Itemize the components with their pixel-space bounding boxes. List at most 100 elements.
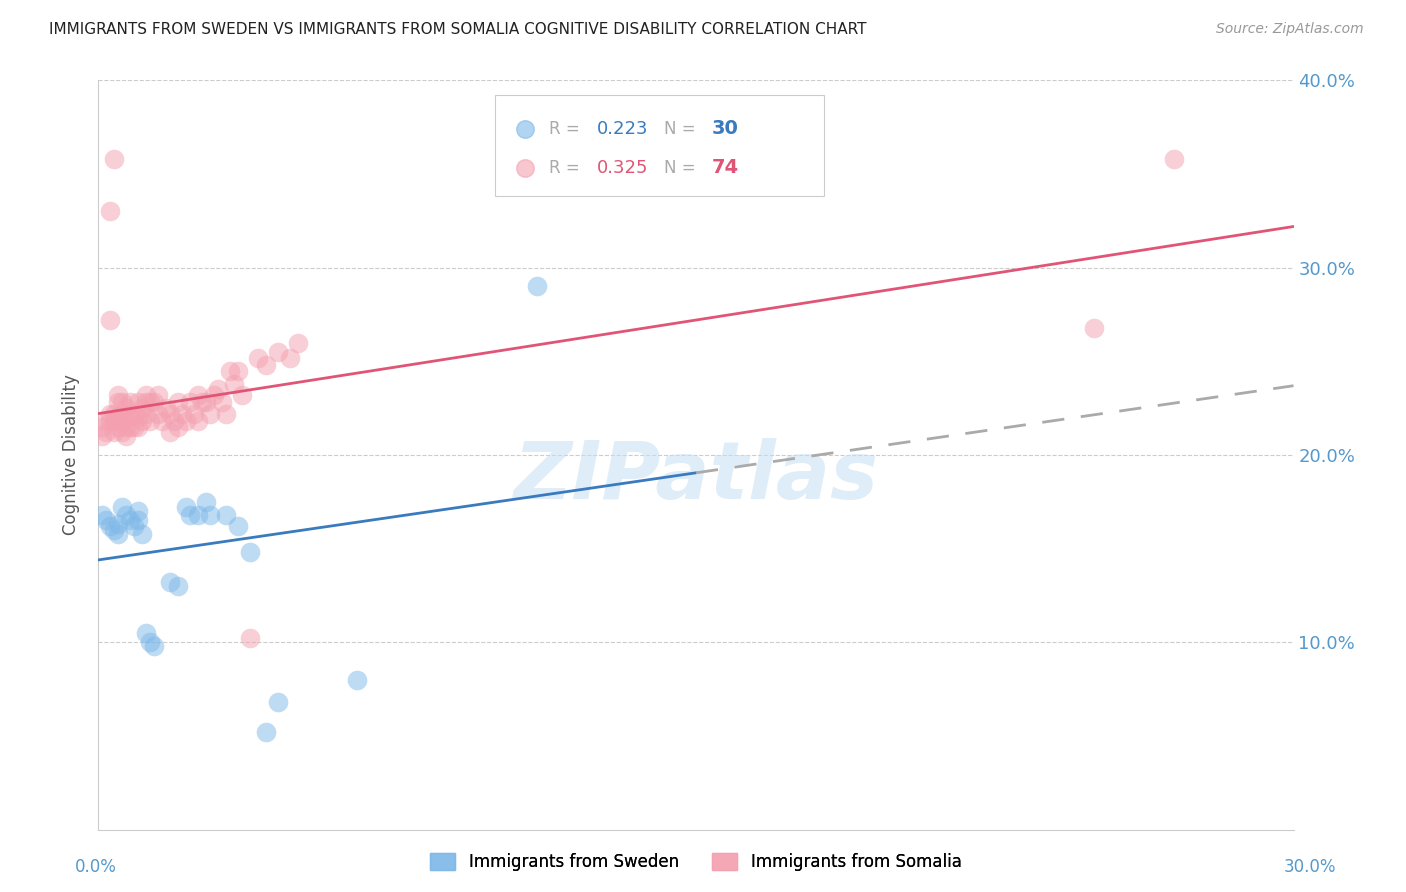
Point [107, 395, 129, 409]
Point [111, 500, 134, 515]
Point [174, 414, 197, 428]
Y-axis label: Cognitive Disability: Cognitive Disability [62, 375, 80, 535]
Point [131, 526, 153, 541]
Point [139, 395, 162, 409]
Point [159, 575, 181, 590]
Point [127, 504, 149, 518]
Text: N =: N = [664, 120, 700, 138]
Point [246, 351, 269, 365]
Point [143, 395, 166, 409]
Point [1163, 152, 1185, 166]
Point [115, 420, 138, 434]
Point [198, 407, 221, 421]
Point [167, 395, 190, 409]
Point [254, 725, 277, 739]
Point [91, 420, 114, 434]
Point [143, 639, 166, 653]
Point [96, 514, 118, 528]
Point [98, 519, 122, 533]
Point [103, 407, 125, 421]
Point [103, 425, 125, 440]
Point [187, 508, 209, 522]
Point [91, 429, 114, 443]
Legend: Immigrants from Sweden, Immigrants from Somalia: Immigrants from Sweden, Immigrants from … [423, 846, 969, 878]
Text: Source: ZipAtlas.com: Source: ZipAtlas.com [1216, 22, 1364, 37]
Text: 74: 74 [711, 159, 738, 178]
Point [135, 626, 157, 640]
Point [239, 545, 262, 559]
Text: IMMIGRANTS FROM SWEDEN VS IMMIGRANTS FROM SOMALIA COGNITIVE DISABILITY CORRELATI: IMMIGRANTS FROM SWEDEN VS IMMIGRANTS FRO… [49, 22, 866, 37]
Point [346, 673, 368, 687]
Point [215, 508, 238, 522]
Point [111, 425, 134, 440]
Point [131, 401, 153, 416]
Point [139, 414, 162, 428]
Point [267, 695, 290, 709]
Point [98, 204, 122, 219]
Point [98, 313, 122, 327]
Point [174, 500, 197, 515]
Point [179, 395, 201, 409]
Point [127, 395, 149, 409]
Point [96, 425, 118, 440]
Point [107, 517, 129, 532]
Point [111, 407, 134, 421]
Text: R =: R = [548, 120, 585, 138]
Point [163, 414, 186, 428]
FancyBboxPatch shape [495, 95, 824, 196]
Point [111, 414, 134, 428]
Point [124, 420, 146, 434]
Point [287, 335, 309, 350]
Text: ZIPatlas: ZIPatlas [513, 438, 879, 516]
Point [215, 407, 238, 421]
Point [107, 420, 129, 434]
Point [159, 425, 181, 440]
Point [172, 407, 194, 421]
Point [278, 351, 301, 365]
Point [239, 632, 262, 646]
Text: 30: 30 [711, 120, 738, 138]
Point [526, 279, 548, 293]
Point [179, 508, 201, 522]
Text: R =: R = [548, 159, 585, 177]
Point [222, 376, 245, 391]
Point [135, 388, 157, 402]
Point [148, 407, 170, 421]
Point [127, 420, 149, 434]
Point [211, 395, 233, 409]
Point [207, 382, 229, 396]
Point [1083, 320, 1105, 334]
Point [107, 388, 129, 402]
Point [267, 344, 290, 359]
Point [96, 414, 118, 428]
Text: 30.0%: 30.0% [1284, 858, 1337, 876]
Point [120, 407, 142, 421]
Point [135, 395, 157, 409]
Point [127, 514, 149, 528]
Point [150, 414, 173, 428]
Point [98, 414, 122, 428]
Point [155, 401, 177, 416]
Point [124, 407, 146, 421]
Point [202, 388, 225, 402]
Point [127, 410, 149, 425]
Point [135, 407, 157, 421]
Point [167, 579, 190, 593]
Text: N =: N = [664, 159, 700, 177]
Point [219, 364, 242, 378]
Point [103, 523, 125, 537]
Point [120, 395, 142, 409]
Text: 0.0%: 0.0% [75, 858, 117, 876]
Text: 0.325: 0.325 [596, 159, 648, 177]
Point [115, 429, 138, 443]
Point [115, 508, 138, 522]
Point [159, 407, 181, 421]
Point [187, 388, 209, 402]
Point [231, 388, 253, 402]
Point [120, 514, 142, 528]
Point [226, 519, 249, 533]
Point [98, 407, 122, 421]
Point [198, 508, 221, 522]
Point [115, 401, 138, 416]
Point [103, 414, 125, 428]
